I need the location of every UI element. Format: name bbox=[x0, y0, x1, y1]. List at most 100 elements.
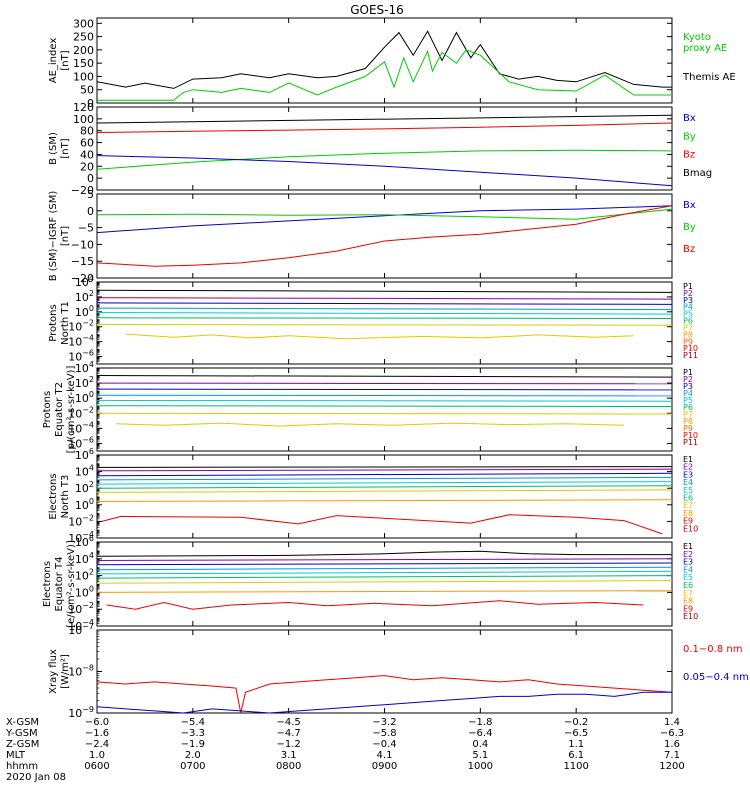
panel-frame bbox=[96, 629, 673, 714]
x-tick-label: −6.3 bbox=[660, 728, 684, 739]
x-tick-label: −6.4 bbox=[468, 728, 492, 739]
x-tick-label: 0.4 bbox=[472, 739, 488, 750]
y-tick-label: 100 bbox=[75, 584, 94, 599]
x-tick-label: 1.1 bbox=[568, 739, 584, 750]
y-tick-label: 80 bbox=[80, 125, 94, 138]
x-tick-label: 2.0 bbox=[185, 750, 201, 761]
x-row-label: Y-GSM bbox=[5, 728, 38, 739]
x-tick-label: −1.9 bbox=[181, 739, 205, 750]
legend-entry: E6 bbox=[683, 581, 693, 590]
series-line bbox=[96, 375, 673, 378]
y-axis-label: Protons bbox=[42, 391, 53, 428]
y-tick-label: 100 bbox=[75, 304, 94, 319]
series-line bbox=[96, 562, 673, 566]
series-line bbox=[96, 388, 673, 391]
series-line bbox=[96, 317, 673, 319]
series-line bbox=[96, 570, 673, 575]
y-tick-label: 10−8 bbox=[68, 664, 94, 679]
legend-entry: Kyoto bbox=[683, 32, 711, 43]
x-tick-label: −2.4 bbox=[85, 739, 109, 750]
x-tick-label: −1.2 bbox=[277, 739, 301, 750]
legend-entry: E2 bbox=[683, 550, 693, 559]
y-tick-label: 60 bbox=[80, 137, 94, 150]
y-tick-label: 10−4 bbox=[68, 334, 94, 349]
series-line bbox=[96, 481, 673, 485]
x-tick-label: −3.2 bbox=[372, 717, 396, 728]
legend-entry: P11 bbox=[683, 438, 698, 447]
legend-entry: By bbox=[683, 131, 696, 142]
series-line bbox=[101, 514, 663, 535]
legend-entry: E3 bbox=[683, 470, 693, 479]
y-axis-label: Electrons bbox=[48, 473, 59, 519]
panel-frame bbox=[96, 17, 673, 104]
x-tick-label: −1.6 bbox=[85, 728, 109, 739]
series-line bbox=[96, 394, 673, 397]
x-tick-label: 1000 bbox=[468, 761, 493, 772]
y-tick-label: 300 bbox=[73, 17, 94, 30]
series-line bbox=[96, 208, 673, 220]
series-line bbox=[96, 114, 673, 124]
legend-entry: Themis AE bbox=[682, 72, 736, 83]
x-row-label: MLT bbox=[6, 750, 26, 761]
x-row-label: X-GSM bbox=[6, 717, 39, 728]
y-axis-label: Protons bbox=[48, 304, 59, 341]
y-tick-label: 100 bbox=[73, 113, 94, 126]
x-tick-label: 1200 bbox=[659, 761, 684, 772]
legend-entry: P9 bbox=[683, 337, 693, 346]
y-tick-label: 10−2 bbox=[68, 405, 94, 420]
series-line bbox=[96, 472, 673, 477]
series-line bbox=[96, 312, 673, 315]
y-tick-label: 102 bbox=[75, 480, 94, 495]
y-tick-label: 102 bbox=[75, 568, 94, 583]
series-line bbox=[96, 149, 673, 170]
y-tick-label: 200 bbox=[73, 44, 94, 57]
y-tick-label: 0 bbox=[87, 172, 94, 185]
x-tick-label: 4.1 bbox=[377, 750, 393, 761]
series-line bbox=[96, 412, 673, 415]
y-tick-label: −5 bbox=[78, 222, 94, 235]
series-line bbox=[96, 297, 673, 300]
x-tick-label: −6.0 bbox=[85, 717, 109, 728]
legend-entry: E7 bbox=[683, 589, 693, 598]
series-line bbox=[96, 499, 673, 502]
date-label: 2020 Jan 08 bbox=[6, 772, 66, 783]
legend-entry: P1 bbox=[683, 282, 693, 291]
y-tick-label: 10−7 bbox=[68, 622, 94, 637]
y-tick-label: 10−9 bbox=[68, 705, 94, 720]
y-tick-label: 104 bbox=[75, 360, 94, 375]
series-line bbox=[96, 324, 673, 326]
x-tick-label: −5.4 bbox=[181, 717, 205, 728]
series-line bbox=[125, 333, 634, 340]
legend-entry: P11 bbox=[683, 351, 698, 360]
y-tick-label: −10 bbox=[71, 238, 94, 251]
legend-entry: E6 bbox=[683, 494, 693, 503]
legend-entry: P6 bbox=[683, 403, 693, 412]
legend-entry: P9 bbox=[683, 424, 693, 433]
series-line bbox=[96, 382, 673, 385]
series-line bbox=[96, 307, 673, 311]
y-axis-label: AE_index bbox=[48, 38, 59, 84]
y-axis-label: B (SM) bbox=[48, 132, 59, 165]
series-line bbox=[96, 558, 673, 561]
legend-entry: P8 bbox=[683, 417, 693, 426]
series-line bbox=[96, 122, 673, 133]
y-tick-label: 100 bbox=[75, 497, 94, 512]
y-axis-label: North T1 bbox=[60, 301, 71, 345]
legend-entry: Bx bbox=[683, 113, 696, 124]
y-tick-label: 10−2 bbox=[68, 319, 94, 334]
y-tick-label: 102 bbox=[75, 375, 94, 390]
series-line bbox=[96, 399, 673, 402]
y-axis-label: [nT] bbox=[60, 50, 71, 70]
series-line bbox=[106, 600, 644, 610]
y-tick-label: 10−2 bbox=[68, 601, 94, 616]
legend-entry: E8 bbox=[683, 597, 693, 606]
legend-entry: P3 bbox=[683, 296, 693, 305]
legend-entry: 0.05−0.4 nm bbox=[683, 672, 749, 683]
y-axis-label: Equator T4 bbox=[54, 557, 65, 612]
y-axis-label: Electrons bbox=[42, 561, 53, 607]
series-line bbox=[96, 30, 672, 89]
series-line bbox=[96, 566, 673, 571]
